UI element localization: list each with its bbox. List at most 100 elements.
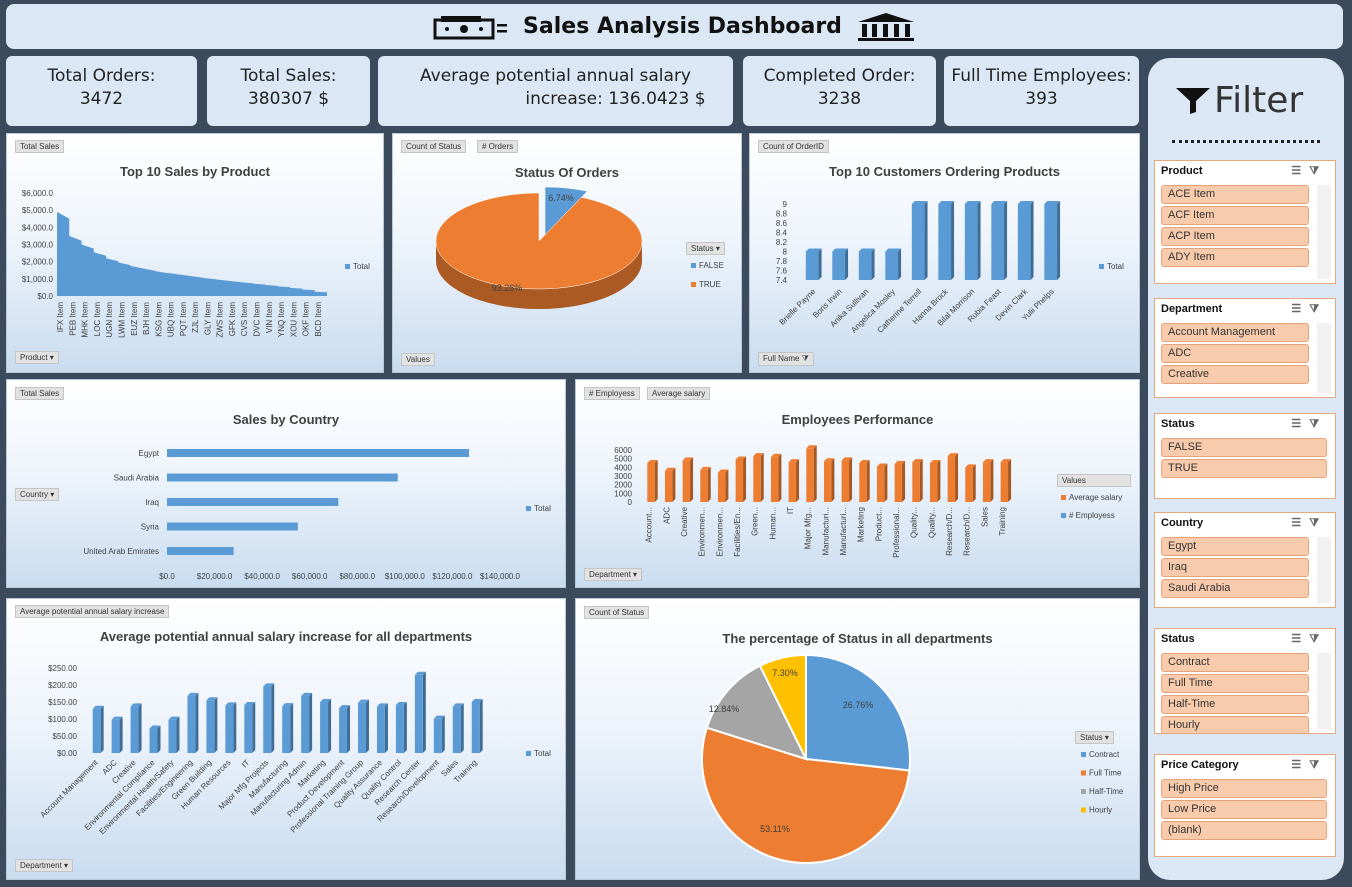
slicer-scrollbar[interactable] (1317, 323, 1331, 393)
slicer-item[interactable]: Low Price (1161, 800, 1327, 819)
clear-filter-icon[interactable]: ⧩ (1309, 633, 1327, 645)
field-tag[interactable]: Count of Status (401, 140, 467, 153)
multi-select-icon[interactable]: ☰ (1291, 759, 1310, 771)
field-tag[interactable]: Total Sales (15, 140, 65, 153)
bar (753, 456, 761, 502)
slicer-item[interactable]: FALSE (1161, 438, 1327, 457)
slicer-item[interactable]: Egypt (1161, 537, 1309, 556)
chart-employees-performance-panel: # Employess Average salary Employees Per… (575, 379, 1140, 588)
bar (471, 702, 480, 753)
legend-filter-status[interactable]: Status ▾ (686, 242, 725, 255)
bar (167, 498, 339, 506)
field-label: Department (589, 570, 631, 579)
bar-top (859, 460, 870, 463)
y-tick-label: $1,000.0 (22, 275, 54, 284)
field-tag[interactable]: Average potential annual salary increase (15, 605, 170, 618)
legend-label: TRUE (699, 280, 721, 289)
slicer-item[interactable]: ACF Item (1161, 206, 1309, 225)
y-tick-label: Iraq (145, 498, 159, 507)
bar (717, 472, 726, 502)
slicer-item[interactable]: TRUE (1161, 459, 1327, 478)
data-label: 7.30% (772, 668, 798, 678)
field-tag-values[interactable]: Values (401, 353, 435, 366)
slicer-item[interactable]: ADC (1161, 344, 1309, 363)
bar (149, 728, 158, 753)
clear-filter-icon[interactable]: ⧩ (1309, 303, 1327, 315)
slicer-item[interactable]: Account Management (1161, 323, 1309, 342)
bar (964, 204, 978, 280)
bar-side (441, 715, 445, 753)
legend-swatch (1081, 789, 1086, 794)
slicer-scrollbar[interactable] (1317, 653, 1331, 729)
chart-title: Average potential annual salary increase… (99, 629, 473, 644)
clear-filter-icon[interactable]: ⧩ (1309, 418, 1327, 430)
slicer-item[interactable]: ACP Item (1161, 227, 1309, 246)
slicer-item[interactable]: Half-Time (1161, 695, 1309, 714)
bar-top (111, 716, 123, 720)
legend-title: Status (1080, 733, 1103, 742)
legend-swatch (526, 751, 531, 756)
field-tag[interactable]: Count of Status (584, 606, 650, 619)
field-filter-department[interactable]: Department ▾ (15, 859, 74, 872)
chart-top10-sales-panel: Total Sales Top 10 Sales by Product $6,0… (6, 133, 384, 373)
slicer-scrollbar[interactable] (1317, 537, 1331, 603)
multi-select-icon[interactable]: ☰ (1291, 418, 1310, 430)
clear-filter-icon[interactable]: ⧩ (1309, 165, 1327, 177)
field-tag[interactable]: Total Sales (15, 387, 65, 400)
field-filter-country[interactable]: Country ▾ (15, 488, 60, 501)
x-tick-label: LWM Item (118, 302, 127, 338)
slicer-scrollbar[interactable] (1317, 185, 1331, 279)
bar (130, 706, 139, 753)
slicer-item[interactable]: Saudi Arabia (1161, 579, 1309, 598)
x-tick-label: CVS Item (240, 302, 249, 337)
legend-filter-status[interactable]: Status ▾ (1075, 731, 1114, 744)
bar-side (233, 702, 237, 753)
slicer-item[interactable]: High Price (1161, 779, 1327, 798)
slicer-item[interactable]: Iraq (1161, 558, 1309, 577)
field-tag[interactable]: # Employess (584, 387, 640, 400)
slicer-item[interactable]: Creative (1161, 365, 1309, 384)
y-tick-label: $0.00 (57, 749, 78, 758)
pie-slice-false (544, 186, 588, 236)
slicer-controls: ☰⧩ (1291, 164, 1327, 178)
field-tag[interactable]: Count of OrderID (758, 140, 829, 153)
bar-top (965, 464, 976, 468)
field-tag[interactable]: # Orders (477, 140, 519, 153)
field-tag[interactable]: Average salary (647, 387, 711, 400)
slicer-item[interactable]: (blank) (1161, 821, 1327, 840)
y-tick-label: $150.00 (48, 698, 77, 707)
chart-title: Employees Performance (781, 412, 934, 427)
slicer-item[interactable]: ACE Item (1161, 185, 1309, 204)
clear-filter-icon[interactable]: ⧩ (1309, 517, 1327, 529)
bar-top (735, 456, 747, 460)
legend-title-values[interactable]: Values (1057, 474, 1131, 487)
multi-select-icon[interactable]: ☰ (1291, 517, 1310, 529)
x-tick-label: VIN Item (265, 302, 274, 333)
slicer-controls: ☰⧩ (1291, 632, 1327, 646)
bar-top (1000, 459, 1012, 463)
bar-top (911, 201, 928, 204)
bar-side (138, 703, 142, 753)
chart-status-departments-panel: Count of Status The percentage of Status… (575, 598, 1140, 880)
multi-select-icon[interactable]: ☰ (1291, 165, 1310, 177)
y-tick-label: $100.00 (48, 715, 77, 724)
y-tick-label: 9 (783, 200, 788, 209)
clear-filter-icon[interactable]: ⧩ (1309, 759, 1327, 771)
field-filter-department[interactable]: Department ▾ (584, 568, 643, 581)
slicer-item[interactable]: Contract (1161, 653, 1309, 672)
y-tick-label: 2000 (614, 481, 632, 490)
slicer-item[interactable]: ADY Item (1161, 248, 1309, 267)
bar-top (964, 201, 981, 204)
slicer-item[interactable]: Hourly (1161, 716, 1309, 733)
slicer-header: Country ☰⧩ (1155, 513, 1335, 535)
field-filter-full-name[interactable]: Full Name ⧩ (758, 352, 814, 366)
field-filter-product[interactable]: Product ▾ (15, 351, 59, 364)
bar-side (977, 201, 981, 280)
multi-select-icon[interactable]: ☰ (1291, 303, 1310, 315)
x-tick-label: $140,000.0 (480, 572, 521, 581)
slicer-item[interactable]: Full Time (1161, 674, 1309, 693)
y-tick-label: $5,000.0 (22, 206, 54, 215)
x-tick-label: MHK Item (81, 302, 90, 338)
multi-select-icon[interactable]: ☰ (1291, 633, 1310, 645)
bar-side (707, 466, 711, 502)
